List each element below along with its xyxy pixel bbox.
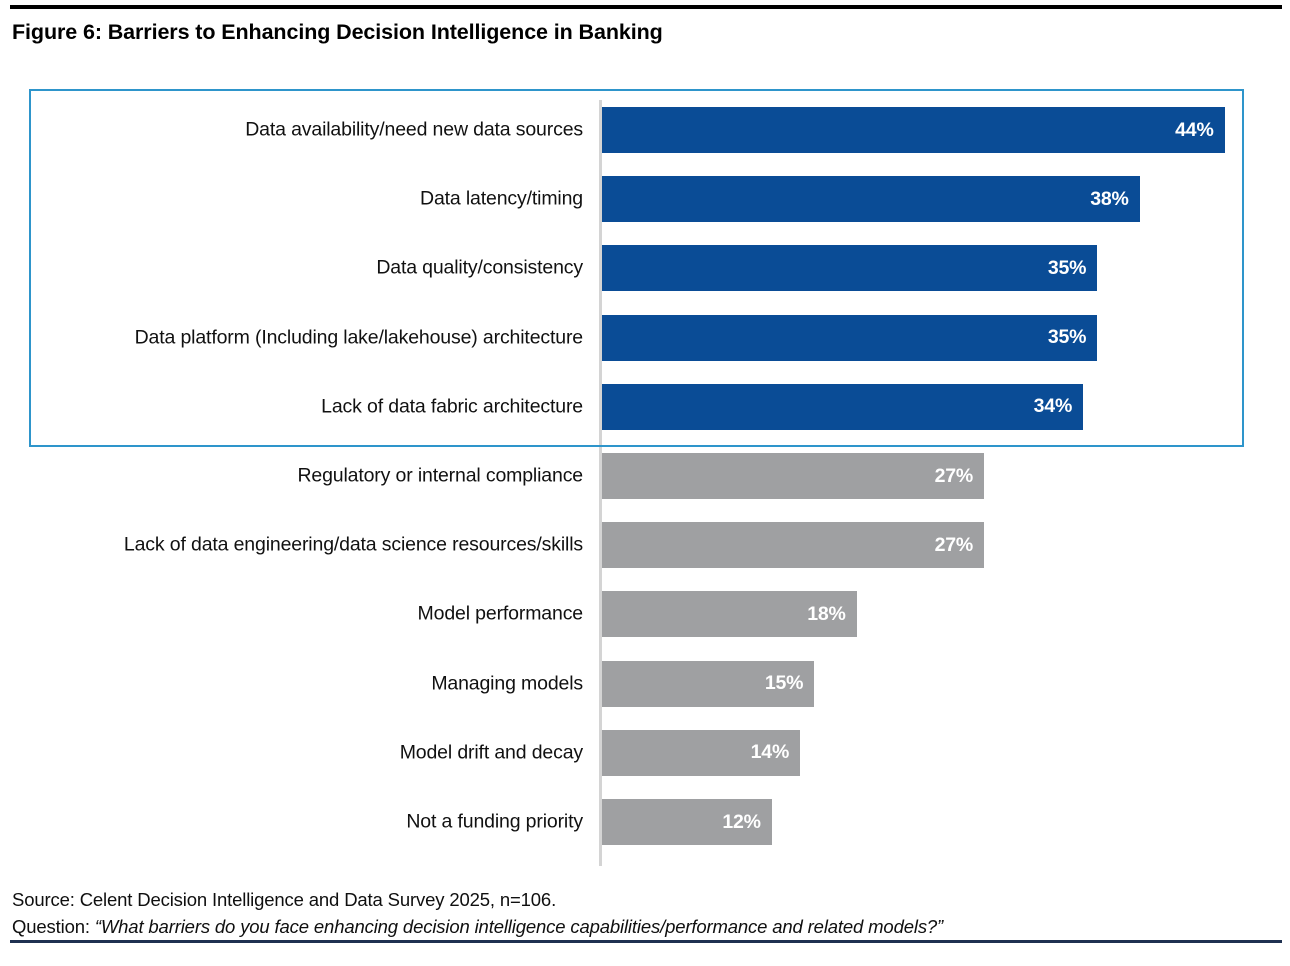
value-axis-line (599, 100, 602, 866)
bar-value-label: 27% (934, 533, 974, 556)
bar-category-label: Data quality/consistency (376, 256, 583, 279)
bar-category-label: Managing models (431, 672, 583, 695)
bar-category-label: Data latency/timing (420, 187, 583, 210)
top-rule (10, 5, 1282, 9)
bar[interactable]: 27% (602, 522, 985, 569)
bar-value-label: 35% (1047, 326, 1087, 349)
bar-value-label: 38% (1090, 187, 1129, 210)
bar-row: Model drift and decay 14% (0, 729, 1290, 776)
bar-row: Not a funding priority 12% (0, 799, 1290, 845)
bar-row: Regulatory or internal compliance 27% (0, 453, 1290, 499)
question-note-label: Question: (12, 916, 90, 937)
bar-category-label: Model performance (417, 602, 584, 625)
bar[interactable]: 12% (602, 799, 772, 845)
bar[interactable]: 34% (602, 383, 1084, 430)
bar[interactable]: 14% (602, 729, 801, 776)
bar-row: Lack of data engineering/data science re… (0, 522, 1290, 569)
bar-row: Data quality/consistency 35% (0, 245, 1290, 292)
bar-category-label: Model drift and decay (399, 741, 583, 764)
bar-value-label: 18% (807, 602, 846, 625)
bottom-rule (10, 940, 1282, 943)
bar-category-label: Lack of data fabric architecture (321, 395, 583, 418)
bar[interactable]: 27% (602, 453, 985, 499)
bar-category-label: Data availability/need new data sources (245, 118, 583, 141)
bar-category-label: Regulatory or internal compliance (297, 464, 583, 487)
bar-row: Managing models 15% (0, 660, 1290, 707)
question-note-text: “What barriers do you face enhancing dec… (94, 916, 944, 937)
bar-row: Lack of data fabric architecture 34% (0, 383, 1290, 430)
bar-row: Model performance 18% (0, 591, 1290, 638)
bar-value-label: 35% (1047, 256, 1087, 279)
bar-value-label: 44% (1175, 118, 1214, 141)
bar[interactable]: 44% (602, 107, 1225, 153)
bar[interactable]: 15% (602, 660, 815, 707)
bar-category-label: Lack of data engineering/data science re… (123, 533, 583, 556)
question-note: Question: “What barriers do you face enh… (12, 916, 1282, 938)
bar-value-label: 15% (764, 672, 804, 695)
bar-value-label: 34% (1033, 395, 1073, 418)
page-title: Figure 6: Barriers to Enhancing Decision… (12, 20, 663, 44)
bar[interactable]: 18% (602, 591, 857, 638)
bar-category-label: Not a funding priority (406, 810, 583, 833)
bar-row: Data platform (Including lake/lakehouse)… (0, 314, 1290, 361)
bar-category-label: Data platform (Including lake/lakehouse)… (134, 326, 584, 349)
bar-row: Data latency/timing 38% (0, 176, 1290, 223)
source-note: Source: Celent Decision Intelligence and… (12, 889, 557, 910)
bar-row: Data availability/need new data sources 4… (0, 107, 1290, 153)
bar-value-label: 27% (934, 464, 974, 487)
bar[interactable]: 35% (602, 245, 1098, 292)
bar-value-label: 12% (722, 810, 761, 833)
bar-value-label: 14% (750, 741, 790, 764)
bar[interactable]: 35% (602, 314, 1098, 361)
bar[interactable]: 38% (602, 176, 1140, 223)
